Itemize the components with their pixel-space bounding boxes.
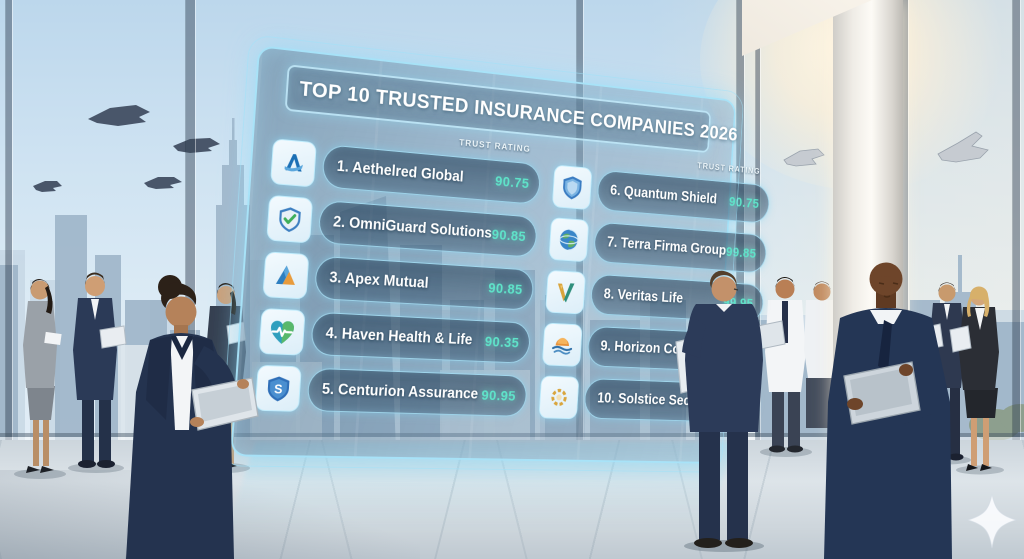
solstice-sun-icon — [539, 375, 580, 419]
omniguard-shield-check-icon — [266, 195, 313, 244]
company-name: 9. Horizon Cover — [600, 338, 721, 360]
aethelred-logo-icon — [270, 138, 317, 187]
company-name: 1. Aethelred Global — [336, 158, 496, 189]
veritas-v-icon — [546, 270, 587, 315]
sparkle-watermark-icon — [962, 490, 1022, 552]
quantum-shield-icon — [552, 165, 593, 211]
leaderboard-panel: TOP 10 TRUSTED INSURANCE COMPANIES 2026 … — [230, 45, 736, 464]
ranking-row: 3. Apex Mutual 90.85 — [262, 250, 535, 312]
horizon-sunrise-icon — [542, 323, 583, 367]
company-name: 2. OmniGuard Solutions — [333, 214, 493, 243]
ranking-row: 8. Veritas Life 99.95 — [546, 269, 765, 325]
trust-rating-value: 90.35 — [484, 333, 519, 351]
trust-rating-value: 90.75 — [495, 173, 530, 192]
terra-firma-globe-icon — [549, 217, 590, 262]
trust-rating-value: 90.95 — [481, 387, 516, 404]
ranking-column-right: TRUST RATING 6. Quantum Shield 90.75 — [538, 147, 771, 433]
window-mullion — [1013, 0, 1020, 447]
company-name: 3. Apex Mutual — [329, 269, 489, 296]
apex-mountain-icon — [262, 251, 309, 299]
structural-pillar — [833, 0, 903, 438]
company-name: 8. Veritas Life — [603, 286, 723, 309]
ranking-row: S 5. Centurion Assurance 90.95 — [255, 364, 529, 419]
office-lobby-scene: TOP 10 TRUSTED INSURANCE COMPANIES 2026 … — [0, 0, 1024, 559]
ranking-row: 7. Terra Firma Group 99.85 — [549, 216, 767, 275]
ranking-columns: TRUST RATING 1. Aethelred Global 90.75 — [254, 120, 716, 432]
trust-rating-value: 90.85 — [488, 280, 523, 298]
trust-rating-value: 99.02 — [720, 345, 751, 361]
window-mullion — [903, 0, 908, 447]
company-name: 6. Quantum Shield — [610, 183, 730, 210]
window-mullion — [186, 0, 195, 447]
window-mullion — [6, 0, 12, 447]
centurion-shield-s-icon: S — [255, 365, 302, 412]
company-name: 4. Haven Health & Life — [325, 325, 485, 350]
trust-rating-value: 90.85 — [491, 226, 526, 244]
trust-rating-value: 99.95 — [723, 294, 754, 311]
company-name: 10. Solstice Secure — [597, 390, 748, 411]
ranking-row: 10. Solstice Secure — [539, 375, 758, 425]
trust-rating-value: 90.75 — [729, 194, 760, 212]
company-name: 7. Terra Firma Group — [606, 234, 726, 259]
trust-rating-value: 99.85 — [726, 244, 757, 261]
ranking-row: 9. Horizon Cover 99.02 — [542, 322, 761, 375]
ranking-column-left: TRUST RATING 1. Aethelred Global 90.75 — [254, 120, 543, 428]
haven-heart-pulse-icon — [259, 308, 306, 356]
svg-text:S: S — [274, 381, 284, 396]
company-name: 5. Centurion Assurance — [321, 381, 482, 403]
ranking-row: 2. OmniGuard Solutions 90.85 — [266, 194, 538, 260]
ranking-row: 4. Haven Health & Life 90.35 — [259, 307, 532, 366]
